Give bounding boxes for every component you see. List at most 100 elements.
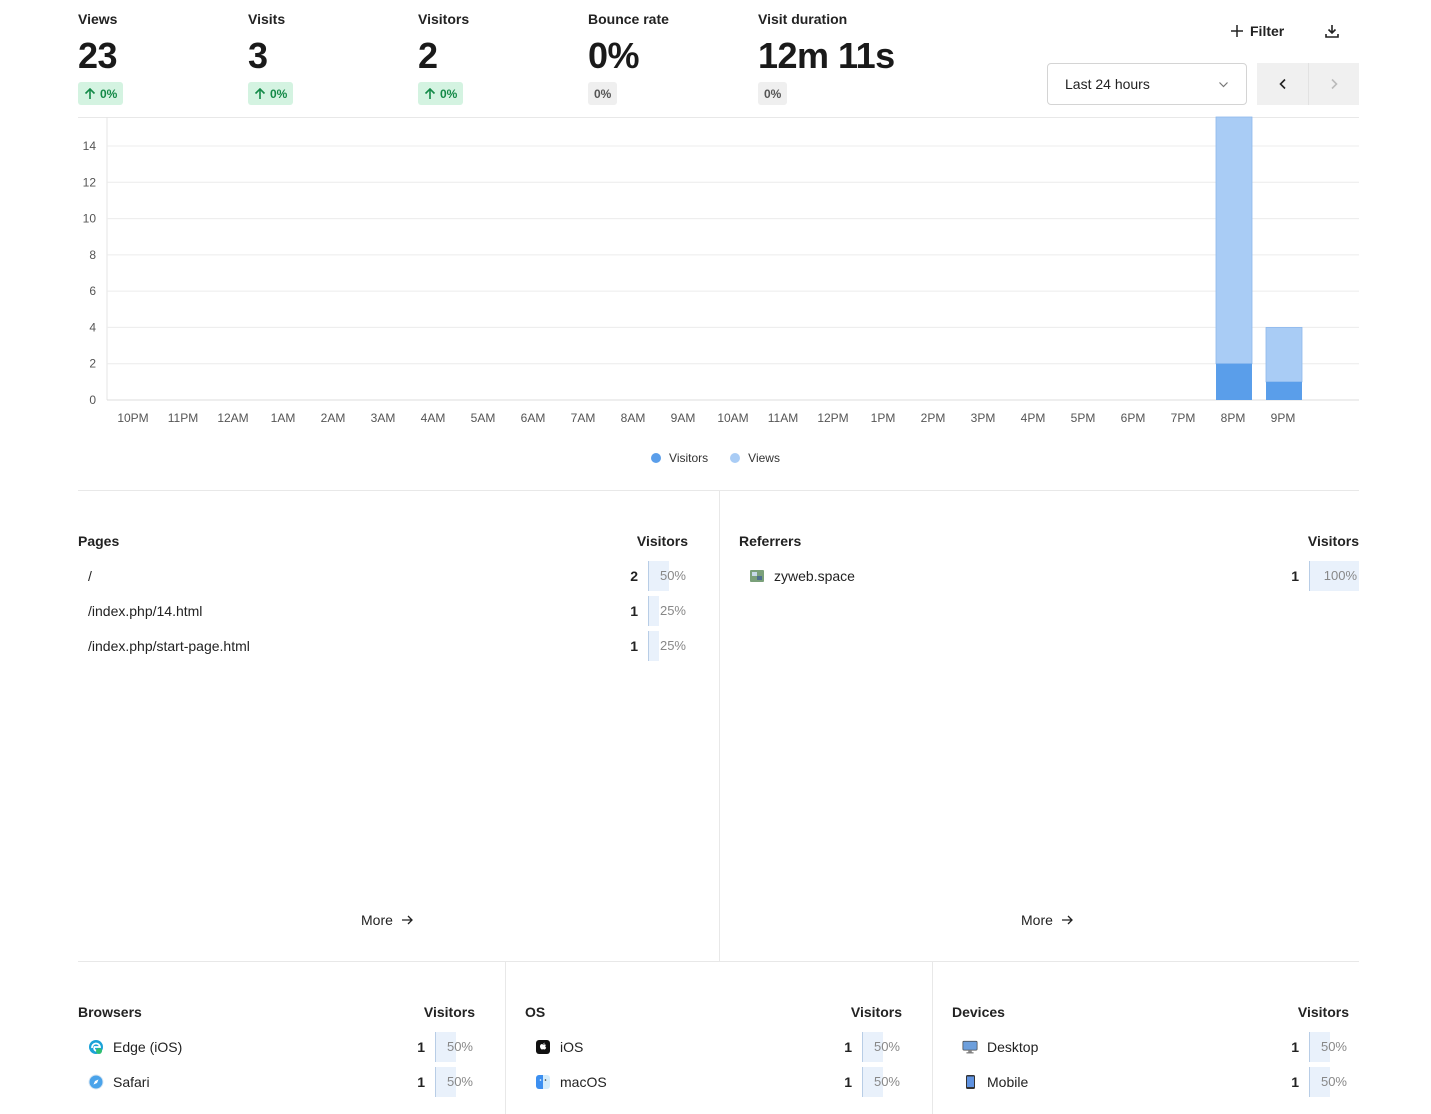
page-path: / <box>88 567 92 584</box>
list-item[interactable]: iOS 1 50% <box>525 1029 902 1064</box>
arrow-up-icon <box>424 87 436 99</box>
row-count: 2 <box>630 567 638 584</box>
next-period-button[interactable] <box>1308 63 1359 105</box>
arrow-up-icon <box>254 87 266 99</box>
safari-icon <box>88 1074 104 1090</box>
legend-item-visitors[interactable]: Visitors <box>651 451 708 465</box>
row-percent: 25% <box>648 595 688 626</box>
metric-views[interactable]: Views 23 0% <box>78 10 124 105</box>
row-count: 1 <box>844 1038 852 1055</box>
legend-swatch <box>651 453 662 463</box>
panel-metric-label: Visitors <box>1307 533 1359 549</box>
x-tick-label: 2AM <box>321 411 346 425</box>
date-range-select[interactable]: Last 24 hours <box>1047 63 1247 105</box>
list-item[interactable]: Safari 1 50% <box>78 1064 475 1099</box>
x-tick-label: 1PM <box>871 411 896 425</box>
y-tick-label: 10 <box>83 212 97 226</box>
metric-change-value: 0% <box>764 86 782 101</box>
date-navigation <box>1257 63 1359 105</box>
y-tick-label: 8 <box>89 248 96 262</box>
arrow-right-icon <box>401 915 413 925</box>
metric-change-value: 0% <box>270 86 288 101</box>
row-percent: 50% <box>862 1031 902 1062</box>
legend-item-views[interactable]: Views <box>730 451 780 465</box>
metric-change-badge: 0% <box>758 82 788 105</box>
x-tick-label: 1AM <box>271 411 296 425</box>
metric-label: Bounce rate <box>588 11 669 27</box>
x-tick-label: 2PM <box>921 411 946 425</box>
row-percent: 50% <box>1309 1066 1349 1097</box>
list-item[interactable]: Mobile 1 50% <box>952 1064 1349 1099</box>
metric-visit-duration[interactable]: Visit duration 12m 11s 0% <box>758 10 895 105</box>
x-tick-label: 10AM <box>717 411 748 425</box>
y-tick-label: 4 <box>89 320 96 334</box>
referrers-more-link[interactable]: More <box>1021 912 1073 928</box>
panel-header: Pages Visitors <box>78 533 688 551</box>
x-tick-label: 5PM <box>1071 411 1096 425</box>
panel-divider <box>719 491 720 961</box>
chart-legend: Visitors Views <box>0 451 1431 465</box>
mobile-icon <box>962 1074 978 1090</box>
y-tick-label: 2 <box>89 357 96 371</box>
row-count: 1 <box>1291 1073 1299 1090</box>
y-tick-label: 0 <box>89 393 96 407</box>
metric-change-badge: 0% <box>78 82 124 105</box>
edge-icon <box>88 1039 104 1055</box>
x-tick-label: 8AM <box>621 411 646 425</box>
x-tick-label: 12PM <box>817 411 848 425</box>
browsers-panel: Browsers Visitors Edge (iOS) 1 50% Safar… <box>78 1004 475 1099</box>
legend-label: Views <box>748 451 780 465</box>
list-item[interactable]: zyweb.space 1 100% <box>739 558 1359 593</box>
panel-title: Pages <box>78 533 120 549</box>
chevron-down-icon <box>1219 81 1228 87</box>
metric-label: Visits <box>248 11 286 27</box>
metric-label: Views <box>78 11 118 27</box>
metric-label: Visit duration <box>758 11 848 27</box>
pages-more-link[interactable]: More <box>361 912 413 928</box>
list-item[interactable]: Edge (iOS) 1 50% <box>78 1029 475 1064</box>
pages-panel: Pages Visitors / 2 50% /index.php/14.htm… <box>78 533 688 663</box>
panel-header: Referrers Visitors <box>739 533 1359 551</box>
chart-top-border <box>78 117 1359 118</box>
section-divider <box>78 961 1359 962</box>
site-favicon-icon <box>749 568 765 584</box>
device-name: Mobile <box>952 1074 1269 1090</box>
os-name: iOS <box>525 1039 822 1055</box>
section-divider <box>78 490 1359 491</box>
panel-header: OS Visitors <box>525 1004 902 1022</box>
bar-visitors <box>1266 381 1302 400</box>
page-path: /index.php/14.html <box>88 602 203 619</box>
list-item[interactable]: Desktop 1 50% <box>952 1029 1349 1064</box>
desktop-icon <box>962 1039 978 1055</box>
panel-divider <box>932 962 933 1114</box>
metric-bounce-rate[interactable]: Bounce rate 0% 0% <box>588 10 669 105</box>
list-item[interactable]: / 2 50% <box>78 558 688 593</box>
x-tick-label: 8PM <box>1221 411 1246 425</box>
panel-metric-label: Visitors <box>636 533 688 549</box>
metric-visitors[interactable]: Visitors 2 0% <box>418 10 469 105</box>
list-item[interactable]: /index.php/start-page.html 1 25% <box>78 628 688 663</box>
x-tick-label: 7PM <box>1171 411 1196 425</box>
os-panel: OS Visitors iOS 1 50% macOS 1 50% <box>525 1004 902 1099</box>
x-tick-label: 3PM <box>971 411 996 425</box>
list-item[interactable]: macOS 1 50% <box>525 1064 902 1099</box>
download-button[interactable] <box>1324 23 1340 39</box>
x-tick-label: 11AM <box>768 411 798 425</box>
os-name: macOS <box>525 1074 822 1090</box>
row-percent: 25% <box>648 630 688 661</box>
x-tick-label: 4AM <box>421 411 446 425</box>
filter-button-label: Filter <box>1250 23 1285 39</box>
row-percent: 50% <box>435 1066 475 1097</box>
legend-label: Visitors <box>669 451 709 465</box>
x-tick-label: 3AM <box>371 411 396 425</box>
x-tick-label: 9AM <box>671 411 696 425</box>
metric-value: 2 <box>418 35 438 76</box>
previous-period-button[interactable] <box>1257 63 1308 105</box>
metric-change-badge: 0% <box>418 82 464 105</box>
filter-button[interactable]: Filter <box>1230 23 1284 39</box>
ios-icon <box>535 1039 551 1055</box>
x-tick-label: 6PM <box>1121 411 1146 425</box>
legend-swatch <box>730 453 741 463</box>
metric-visits[interactable]: Visits 3 0% <box>248 10 294 105</box>
list-item[interactable]: /index.php/14.html 1 25% <box>78 593 688 628</box>
